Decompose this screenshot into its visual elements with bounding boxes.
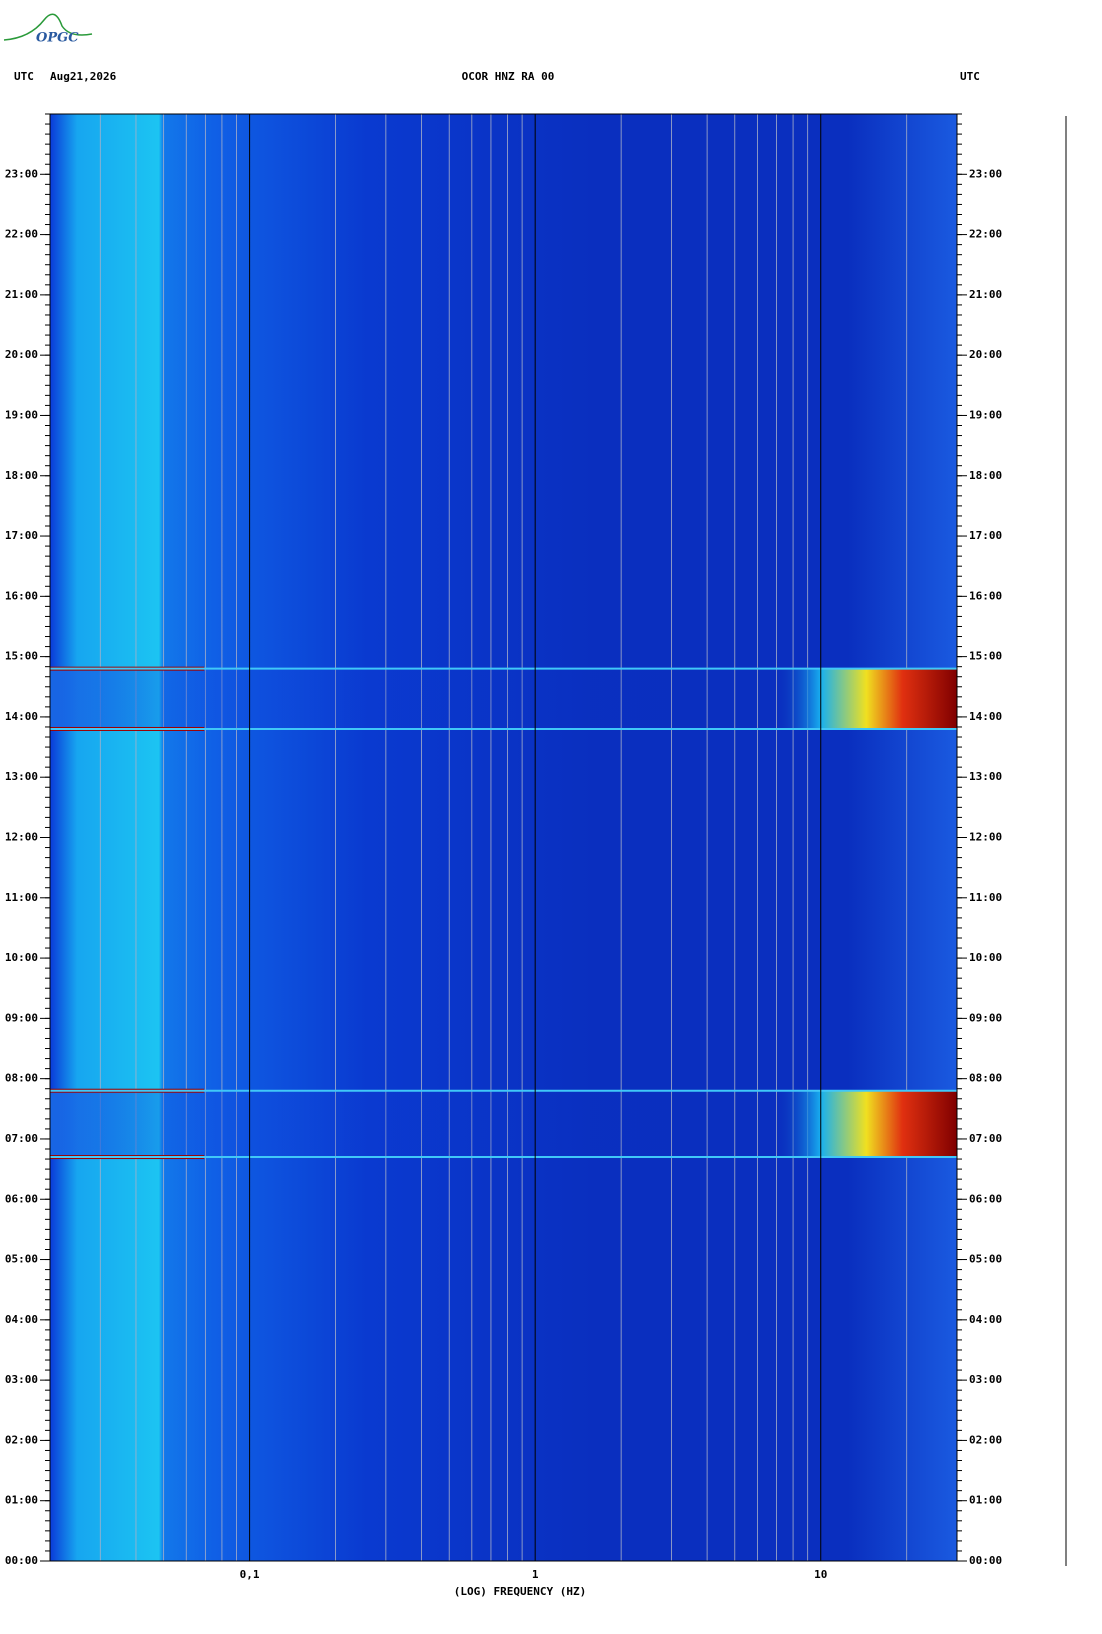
y-tick-label: 15:00 <box>5 650 38 663</box>
chart-title: OCOR HNZ RA 00 <box>462 70 555 83</box>
y-tick-label: 22:00 <box>5 228 38 241</box>
y-tick-label: 19:00 <box>969 408 1002 421</box>
x-tick-label: 0,1 <box>240 1568 260 1581</box>
y-tick-label: 09:00 <box>969 1011 1002 1024</box>
y-tick-label: 06:00 <box>5 1192 38 1205</box>
y-tick-label: 18:00 <box>969 469 1002 482</box>
y-tick-label: 08:00 <box>5 1072 38 1085</box>
y-tick-label: 06:00 <box>969 1192 1002 1205</box>
y-tick-label: 23:00 <box>5 167 38 180</box>
y-tick-label: 01:00 <box>5 1494 38 1507</box>
y-tick-label: 07:00 <box>5 1132 38 1145</box>
y-tick-label: 16:00 <box>5 589 38 602</box>
y-tick-label: 20:00 <box>5 348 38 361</box>
y-tick-label: 05:00 <box>969 1253 1002 1266</box>
y-tick-label: 11:00 <box>969 891 1002 904</box>
y-tick-label: 12:00 <box>969 831 1002 844</box>
y-tick-label: 00:00 <box>969 1554 1002 1567</box>
y-tick-label: 12:00 <box>5 831 38 844</box>
y-tick-label: 21:00 <box>969 288 1002 301</box>
date: Aug21,2026 <box>50 70 117 83</box>
y-tick-label: 00:00 <box>5 1554 38 1567</box>
y-tick-label: 19:00 <box>5 408 38 421</box>
y-tick-label: 17:00 <box>5 529 38 542</box>
x-tick-label: 10 <box>814 1568 827 1581</box>
y-tick-label: 10:00 <box>5 951 38 964</box>
logo: OPGC <box>3 13 93 46</box>
y-tick-label: 18:00 <box>5 469 38 482</box>
y-tick-label: 22:00 <box>969 228 1002 241</box>
y-tick-label: 09:00 <box>5 1011 38 1024</box>
energy-band <box>50 668 957 729</box>
y-tick-label: 11:00 <box>5 891 38 904</box>
y-tick-label: 01:00 <box>969 1494 1002 1507</box>
y-tick-label: 21:00 <box>5 288 38 301</box>
plot <box>50 114 957 1561</box>
y-tick-label: 13:00 <box>5 770 38 783</box>
y-tick-label: 14:00 <box>969 710 1002 723</box>
y-tick-label: 05:00 <box>5 1253 38 1266</box>
y-tick-label: 14:00 <box>5 710 38 723</box>
y-tick-label: 02:00 <box>969 1433 1002 1446</box>
y-tick-label: 04:00 <box>969 1313 1002 1326</box>
energy-band <box>50 1090 957 1158</box>
y-tick-label: 20:00 <box>969 348 1002 361</box>
y-tick-label: 03:00 <box>969 1373 1002 1386</box>
left-header: UTC <box>14 70 34 83</box>
x-axis-label: (LOG) FREQUENCY (HZ) <box>454 1585 586 1598</box>
y-tick-label: 08:00 <box>969 1072 1002 1085</box>
y-tick-label: 04:00 <box>5 1313 38 1326</box>
y-tick-label: 07:00 <box>969 1132 1002 1145</box>
spectrogram-background <box>50 114 957 1561</box>
y-tick-label: 03:00 <box>5 1373 38 1386</box>
y-tick-label: 13:00 <box>969 770 1002 783</box>
y-tick-label: 15:00 <box>969 650 1002 663</box>
x-tick-label: 1 <box>532 1568 539 1581</box>
right-header: UTC <box>960 70 980 83</box>
y-tick-label: 23:00 <box>969 167 1002 180</box>
y-tick-label: 02:00 <box>5 1433 38 1446</box>
y-tick-label: 17:00 <box>969 529 1002 542</box>
y-tick-label: 16:00 <box>969 589 1002 602</box>
logo-text: OPGC <box>36 31 79 46</box>
y-tick-label: 10:00 <box>969 951 1002 964</box>
